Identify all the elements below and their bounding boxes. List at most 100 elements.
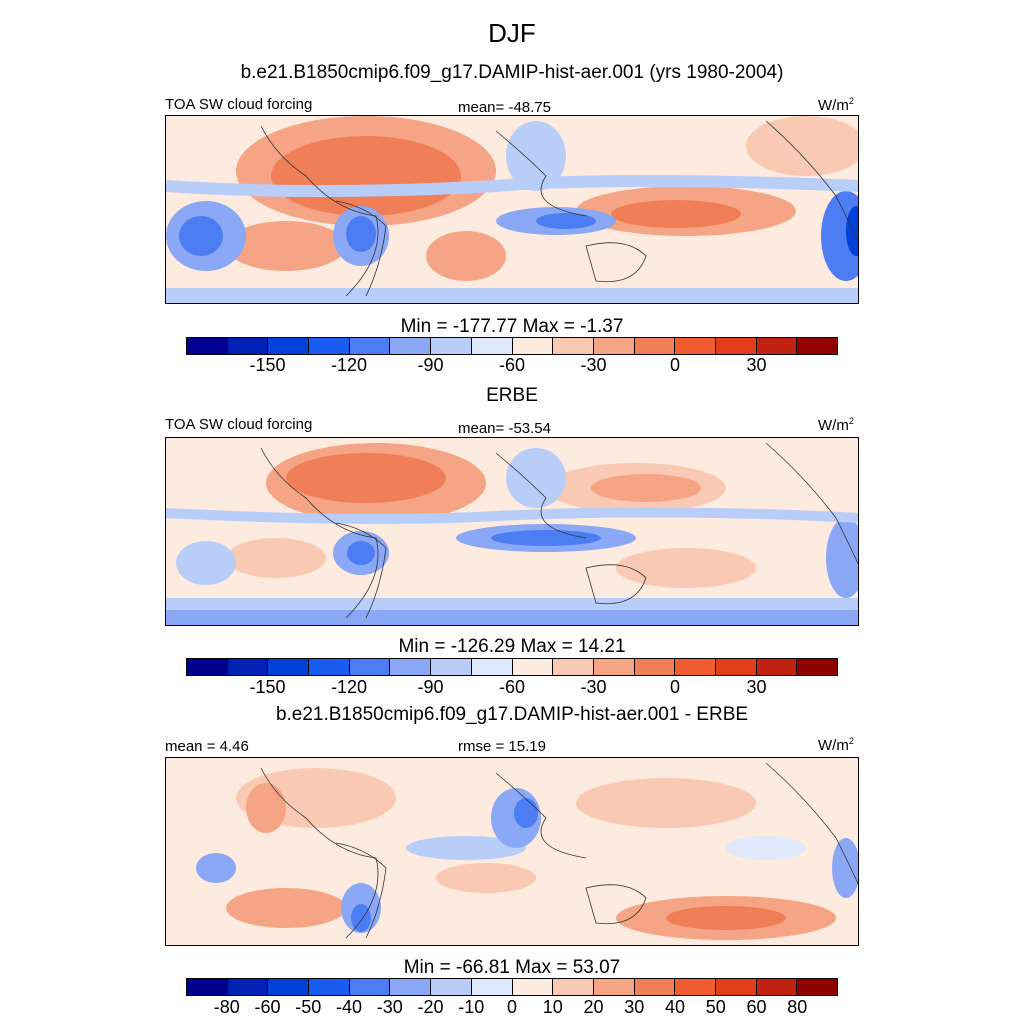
colorbar-swatch	[431, 659, 472, 675]
panel-2-units: W/m2	[818, 416, 854, 434]
colorbar-swatch	[512, 338, 554, 354]
colorbar-tick-label: -10	[458, 997, 485, 1017]
panel-3-units: W/m2	[818, 736, 854, 754]
colorbar-swatch	[593, 338, 635, 354]
colorbar-swatch	[390, 979, 432, 995]
colorbar-tick-label: -60	[498, 355, 526, 375]
colorbar-swatch	[268, 659, 310, 675]
panel-3-left-label: mean = 4.46	[165, 738, 249, 755]
colorbar-swatch	[268, 979, 310, 995]
colorbar-swatch	[187, 338, 228, 354]
colorbar-swatch	[675, 338, 716, 354]
colorbar-swatch	[187, 979, 228, 995]
colorbar-tick-label: -90	[417, 677, 444, 697]
colorbar-swatch	[349, 338, 391, 354]
colorbar-swatch	[227, 338, 269, 354]
panel-1-left-label: TOA SW cloud forcing	[165, 96, 313, 113]
colorbar-tick-label: -80	[213, 997, 240, 1017]
colorbar-swatch	[309, 659, 350, 675]
panel-2-map-field	[166, 438, 858, 625]
colorbar-tick-label: -150	[249, 355, 286, 375]
colorbar-tick-label: 20	[583, 997, 604, 1017]
colorbar-tick-label: 0	[669, 355, 681, 375]
colorbar-swatch	[797, 338, 837, 354]
colorbar-tick-label: -150	[249, 677, 286, 697]
colorbar-swatch	[512, 659, 554, 675]
colorbar-swatch	[756, 338, 798, 354]
colorbar-swatch	[553, 659, 594, 675]
colorbar-swatch	[390, 659, 432, 675]
colorbar-swatch	[715, 979, 757, 995]
colorbar-swatch	[797, 659, 837, 675]
colorbar-swatch	[471, 338, 513, 354]
panel-3-center-label: rmse = 15.19	[458, 738, 546, 755]
colorbar-tick-label: -50	[295, 997, 322, 1017]
colorbar-swatch	[675, 979, 716, 995]
panel-1-map	[165, 115, 859, 304]
panel-2-map	[165, 437, 859, 626]
panel-2-colorbar	[186, 658, 838, 676]
colorbar-tick-label: -90	[417, 355, 444, 375]
colorbar-tick-label: 0	[506, 997, 518, 1017]
panel-1-units: W/m2	[818, 96, 854, 114]
colorbar-tick-label: -60	[498, 677, 526, 697]
colorbar-swatch	[797, 979, 837, 995]
colorbar-tick-label: 30	[746, 677, 767, 697]
colorbar-tick-label: -30	[376, 997, 403, 1017]
colorbar-swatch	[634, 979, 676, 995]
colorbar-swatch	[390, 338, 432, 354]
panel-3-subtitle: b.e21.B1850cmip6.f09_g17.DAMIP-hist-aer.…	[275, 704, 749, 725]
colorbar-swatch	[349, 979, 391, 995]
colorbar-tick-label: 0	[669, 677, 681, 697]
colorbar-swatch	[593, 979, 635, 995]
colorbar-swatch	[553, 979, 594, 995]
plot-title: DJF	[488, 18, 536, 48]
panel-1-colorbar	[186, 337, 838, 355]
colorbar-swatch	[634, 338, 676, 354]
panel-2-center-label: mean= -53.54	[458, 420, 551, 437]
colorbar-swatch	[471, 659, 513, 675]
panel-2-left-label: TOA SW cloud forcing	[165, 416, 313, 433]
colorbar-tick-label: 50	[705, 997, 726, 1017]
colorbar-swatch	[715, 659, 757, 675]
colorbar-swatch	[227, 979, 269, 995]
colorbar-swatch	[431, 338, 472, 354]
panel-1-center-label: mean= -48.75	[458, 99, 551, 116]
colorbar-swatch	[553, 338, 594, 354]
colorbar-swatch	[756, 659, 798, 675]
colorbar-tick-label: -30	[580, 677, 607, 697]
panel-1-minmax: Min = -177.77 Max = -1.37	[400, 316, 624, 337]
colorbar-tick-label: 40	[664, 997, 686, 1017]
colorbar-swatch	[471, 979, 513, 995]
panel-1-map-field	[166, 116, 858, 303]
colorbar-swatch	[756, 979, 798, 995]
colorbar-swatch	[309, 338, 350, 354]
colorbar-swatch	[593, 659, 635, 675]
colorbar-tick-label: -40	[335, 997, 363, 1017]
panel-3-map-field	[166, 758, 858, 945]
colorbar-tick-label: -120	[330, 677, 368, 697]
panel-3-colorbar	[186, 978, 838, 996]
colorbar-swatch	[634, 659, 676, 675]
colorbar-tick-label: -20	[417, 997, 444, 1017]
colorbar-swatch	[268, 338, 310, 354]
colorbar-swatch	[187, 659, 228, 675]
colorbar-tick-label: 30	[624, 997, 645, 1017]
colorbar-swatch	[349, 659, 391, 675]
panel-1-subtitle: b.e21.B1850cmip6.f09_g17.DAMIP-hist-aer.…	[240, 62, 784, 83]
colorbar-swatch	[431, 979, 472, 995]
panel-3-map	[165, 757, 859, 946]
colorbar-tick-label: -60	[254, 997, 281, 1017]
colorbar-swatch	[512, 979, 554, 995]
colorbar-tick-label: 60	[746, 997, 767, 1017]
colorbar-swatch	[309, 979, 350, 995]
colorbar-tick-label: -30	[580, 355, 607, 375]
colorbar-swatch	[675, 659, 716, 675]
colorbar-tick-label: 10	[542, 997, 563, 1017]
colorbar-tick-label: 30	[746, 355, 767, 375]
colorbar-swatch	[227, 659, 269, 675]
panel-2-subtitle: ERBE	[486, 385, 538, 406]
panel-3-minmax: Min = -66.81 Max = 53.07	[403, 957, 621, 978]
colorbar-swatch	[715, 338, 757, 354]
colorbar-tick-label: 80	[787, 997, 808, 1017]
